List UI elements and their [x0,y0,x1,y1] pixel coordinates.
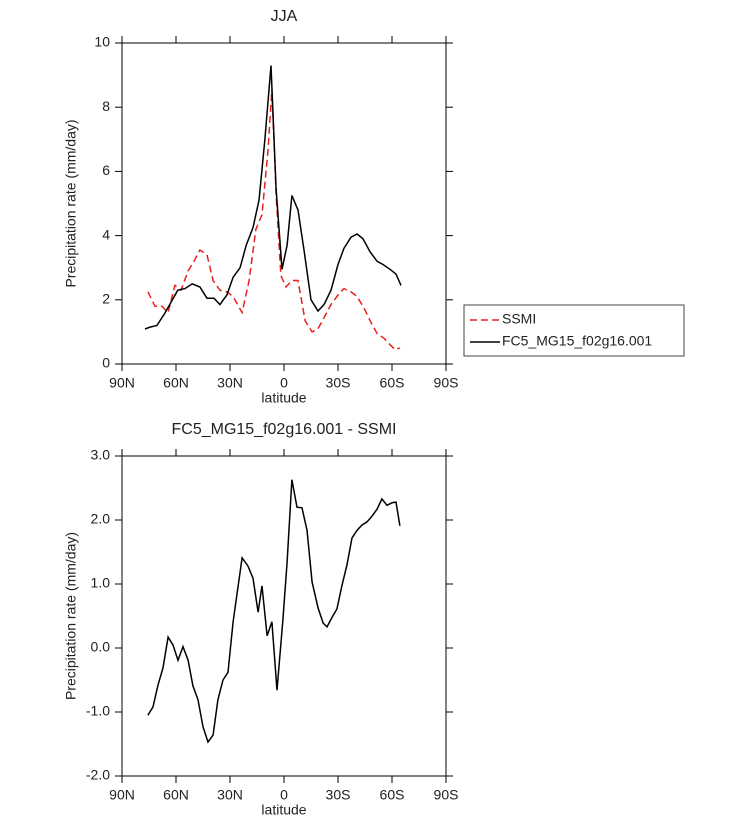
x-axis-label: latitude [261,390,306,406]
x-tick-label: 60N [163,787,189,803]
x-tick-label: 30S [326,375,351,391]
x-axis-label: latitude [261,802,306,818]
x-tick-label: 30S [326,787,351,803]
x-tick-label: 60N [163,375,189,391]
y-tick-label: 8 [102,98,110,114]
y-tick-label: 0 [102,355,110,371]
x-tick-label: 60S [380,787,405,803]
y-tick-label: 6 [102,162,110,178]
y-tick-label: 10 [94,34,110,50]
data-line [144,65,402,330]
x-tick-label: 90S [434,375,459,391]
y-axis-label: Precipitation rate (mm/day) [63,532,79,700]
y-tick-label: 1.0 [91,575,111,591]
y-tick-label: 0.0 [91,639,111,655]
x-tick-label: 30N [217,787,243,803]
x-tick-label: 30N [217,375,243,391]
chart-title: FC5_MG15_f02g16.001 - SSMI [171,421,396,438]
y-tick-label: 2.0 [91,511,111,527]
chart-title: JJA [271,8,298,25]
y-tick-label: -2.0 [86,767,110,783]
y-axis-label: Precipitation rate (mm/day) [63,119,79,287]
legend-label: FC5_MG15_f02g16.001 [502,333,652,349]
plot-frame [121,42,447,365]
x-tick-label: 90N [109,787,135,803]
x-tick-label: 0 [280,787,288,803]
x-tick-label: 0 [280,375,288,391]
x-tick-label: 90N [109,375,135,391]
y-tick-label: 3.0 [91,447,111,463]
x-tick-label: 60S [380,375,405,391]
y-tick-label: 4 [102,226,110,242]
legend-box [463,304,685,357]
plot-frame [121,455,447,777]
data-line [147,479,401,744]
y-tick-label: -1.0 [86,703,110,719]
y-tick-label: 2 [102,291,110,307]
x-tick-label: 90S [434,787,459,803]
legend-label: SSMI [502,311,536,327]
